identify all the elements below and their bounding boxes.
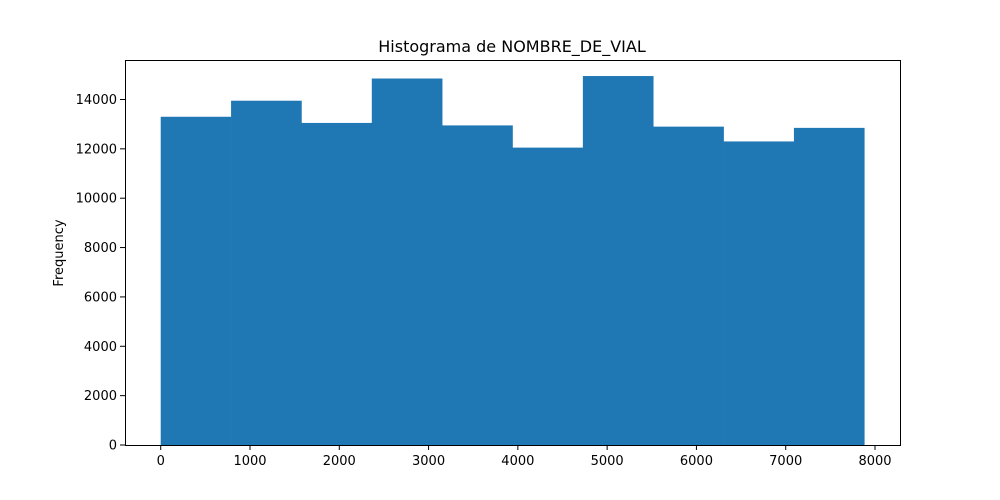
y-tick-label: 6000	[84, 290, 117, 305]
chart-title: Histograma de NOMBRE_DE_VIAL	[378, 37, 646, 57]
histogram-bar	[231, 100, 302, 445]
histogram-bar	[442, 125, 513, 446]
y-tick-label: 0	[109, 439, 117, 454]
y-tick-label: 14000	[76, 93, 117, 108]
x-tick-label: 6000	[680, 454, 713, 469]
plot-frame	[125, 60, 901, 446]
x-tick-label: 2000	[323, 454, 356, 469]
x-axis-ticks: 0 1000 2000 3000 4000 5000 6000 7000 8000	[157, 445, 892, 469]
x-tick-label: 5000	[591, 454, 624, 469]
y-tick-label: 2000	[84, 389, 117, 404]
histogram-bar	[512, 147, 584, 445]
x-tick-label: 7000	[769, 454, 802, 469]
y-axis-title: Frequency	[52, 219, 67, 286]
histogram-bar	[582, 76, 654, 446]
histogram-bar	[653, 126, 724, 445]
bars-group	[160, 76, 865, 446]
x-tick-label: 8000	[858, 454, 891, 469]
histogram-bar	[160, 116, 232, 445]
y-tick-label: 8000	[84, 241, 117, 256]
x-tick-label: 3000	[412, 454, 445, 469]
y-tick-label: 10000	[76, 192, 117, 207]
histogram-bar	[723, 141, 795, 445]
x-tick-label: 0	[157, 454, 165, 469]
histogram-bar	[793, 127, 865, 445]
x-tick-label: 4000	[501, 454, 534, 469]
y-tick-label: 4000	[84, 340, 117, 355]
x-tick-label: 1000	[233, 454, 266, 469]
histogram-bar	[371, 78, 443, 445]
y-tick-label: 12000	[76, 142, 117, 157]
y-axis-ticks: 0 2000 4000 6000 8000 10000 12000 14000	[76, 93, 125, 454]
histogram-bar	[301, 122, 373, 446]
